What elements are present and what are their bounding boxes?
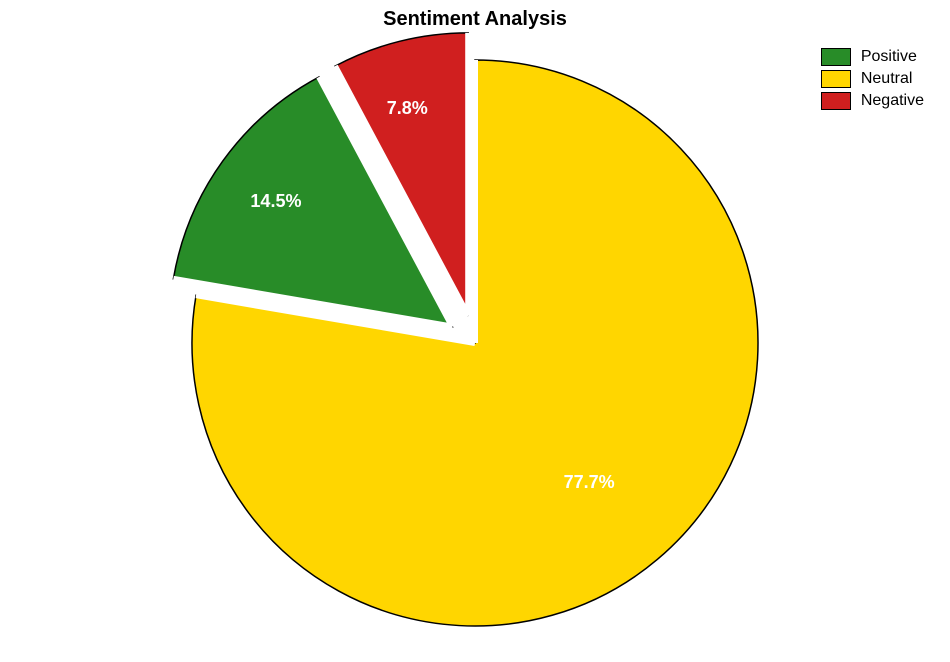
slice-label-neutral: 77.7% (564, 472, 615, 493)
legend-swatch-positive (821, 48, 851, 66)
legend-item: Neutral (821, 70, 924, 88)
slice-label-positive: 14.5% (250, 191, 301, 212)
legend: Positive Neutral Negative (821, 48, 924, 114)
legend-label: Negative (861, 92, 924, 110)
pie-chart (0, 0, 950, 662)
legend-swatch-negative (821, 92, 851, 110)
slice-label-negative: 7.8% (387, 98, 428, 119)
legend-label: Neutral (861, 70, 913, 88)
legend-item: Negative (821, 92, 924, 110)
legend-label: Positive (861, 48, 917, 66)
legend-item: Positive (821, 48, 924, 66)
legend-swatch-neutral (821, 70, 851, 88)
chart-container: Sentiment Analysis Positive Neutral Nega… (0, 0, 950, 662)
